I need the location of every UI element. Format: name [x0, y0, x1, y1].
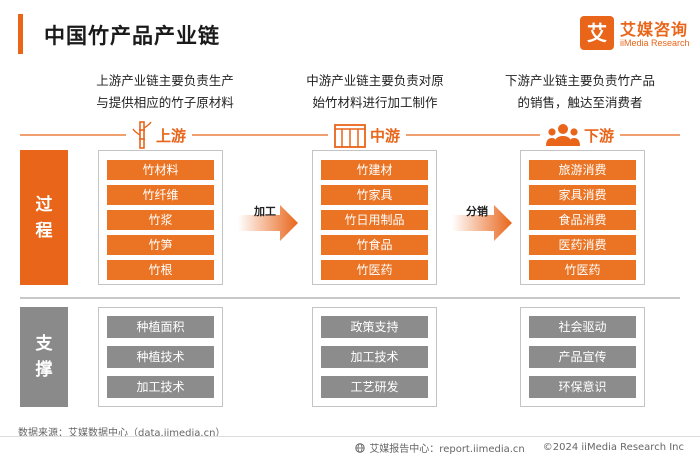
support-label-char-1: 支 — [35, 334, 53, 354]
support-label-char-2: 撑 — [35, 360, 53, 380]
report-center-link[interactable]: 艾媒报告中心：report.iimedia.cn — [355, 440, 525, 455]
upstream-process-item: 竹浆 — [107, 210, 214, 230]
data-source-note: 数据来源：艾媒数据中心（data.iimedia.cn） — [18, 428, 226, 439]
downstream-desc-line-2: 的销售，触达至消费者 — [517, 95, 643, 110]
upstream-process-panel: 竹材料 竹纤维 竹浆 竹笋 竹根 — [98, 150, 223, 285]
upstream-process-item: 竹笋 — [107, 235, 214, 255]
factory-icon — [334, 124, 366, 148]
stage-label-upstream: 上游 — [126, 118, 193, 152]
upstream-process-item: 竹根 — [107, 260, 214, 280]
support-side-label: 支 撑 — [20, 307, 68, 407]
process-side-label: 过 程 — [20, 150, 68, 285]
stage-name-downstream: 下游 — [584, 126, 615, 145]
footer-info: 艾媒报告中心：report.iimedia.cn ©2024 iiMedia R… — [355, 440, 684, 455]
downstream-process-item: 医药消费 — [529, 235, 636, 255]
title-accent-bar — [18, 14, 23, 54]
stage-label-downstream: 下游 — [540, 118, 621, 152]
process-arrow-distribution: 分销 — [452, 203, 514, 247]
upstream-support-item: 加工技术 — [107, 376, 214, 398]
upstream-description: 上游产业链主要负责生产 与提供相应的竹子原材料 — [70, 70, 260, 114]
logo-name-cn: 艾媒咨询 — [620, 20, 689, 39]
consumers-icon — [546, 124, 580, 146]
midstream-support-panel: 政策支持 加工技术 工艺研发 — [312, 307, 437, 407]
stage-name-upstream: 上游 — [156, 126, 187, 145]
downstream-process-item: 竹医药 — [529, 260, 636, 280]
midstream-process-panel: 竹建材 竹家具 竹日用制品 竹食品 竹医药 — [312, 150, 437, 285]
downstream-support-panel: 社会驱动 产品宣传 环保意识 — [520, 307, 645, 407]
downstream-description: 下游产业链主要负责竹产品 的销售，触达至消费者 — [485, 70, 675, 114]
midstream-description: 中游产业链主要负责对原 始竹材料进行加工制作 — [280, 70, 470, 114]
midstream-process-item: 竹日用制品 — [321, 210, 428, 230]
bamboo-icon — [132, 121, 152, 149]
upstream-process-item: 竹材料 — [107, 160, 214, 180]
midstream-process-item: 竹医药 — [321, 260, 428, 280]
process-label-char-2: 程 — [35, 221, 53, 241]
midstream-support-item: 工艺研发 — [321, 376, 428, 398]
downstream-support-item: 产品宣传 — [529, 346, 636, 368]
stage-name-midstream: 中游 — [370, 126, 401, 145]
logo-name-en: iiMedia Research — [620, 38, 690, 48]
midstream-desc-line-2: 始竹材料进行加工制作 — [312, 95, 438, 110]
footer-divider — [0, 436, 700, 437]
support-divider-line — [20, 297, 680, 299]
downstream-desc-line-1: 下游产业链主要负责竹产品 — [504, 73, 655, 88]
brand-logo: 艾 艾媒咨询 iiMedia Research — [580, 14, 690, 58]
upstream-desc-line-1: 上游产业链主要负责生产 — [96, 73, 234, 88]
upstream-support-item: 种植技术 — [107, 346, 214, 368]
upstream-process-item: 竹纤维 — [107, 185, 214, 205]
downstream-process-item: 旅游消费 — [529, 160, 636, 180]
upstream-support-panel: 种植面积 种植技术 加工技术 — [98, 307, 223, 407]
midstream-process-item: 竹家具 — [321, 185, 428, 205]
upstream-support-item: 种植面积 — [107, 316, 214, 338]
midstream-support-item: 政策支持 — [321, 316, 428, 338]
process-arrow-processing: 加工 — [238, 203, 300, 247]
midstream-process-item: 竹食品 — [321, 235, 428, 255]
upstream-desc-line-2: 与提供相应的竹子原材料 — [96, 95, 234, 110]
downstream-process-item: 食品消费 — [529, 210, 636, 230]
midstream-support-item: 加工技术 — [321, 346, 428, 368]
arrow-label-processing: 加工 — [254, 205, 276, 218]
arrow-label-distribution: 分销 — [466, 205, 488, 218]
right-arrow-icon — [452, 205, 512, 241]
globe-icon — [355, 442, 366, 453]
logo-mark: 艾 — [580, 16, 614, 50]
downstream-process-item: 家具消费 — [529, 185, 636, 205]
midstream-process-item: 竹建材 — [321, 160, 428, 180]
right-arrow-icon — [238, 205, 298, 241]
downstream-process-panel: 旅游消费 家具消费 食品消费 医药消费 竹医药 — [520, 150, 645, 285]
midstream-desc-line-1: 中游产业链主要负责对原 — [306, 73, 444, 88]
page-title: 中国竹产品产业链 — [44, 24, 220, 48]
stage-label-midstream: 中游 — [328, 118, 407, 152]
process-label-char-1: 过 — [35, 195, 53, 215]
downstream-support-item: 环保意识 — [529, 376, 636, 398]
downstream-support-item: 社会驱动 — [529, 316, 636, 338]
report-center-text: 艾媒报告中心：report.iimedia.cn — [369, 444, 525, 455]
copyright-text: ©2024 iiMedia Research Inc — [542, 442, 684, 453]
